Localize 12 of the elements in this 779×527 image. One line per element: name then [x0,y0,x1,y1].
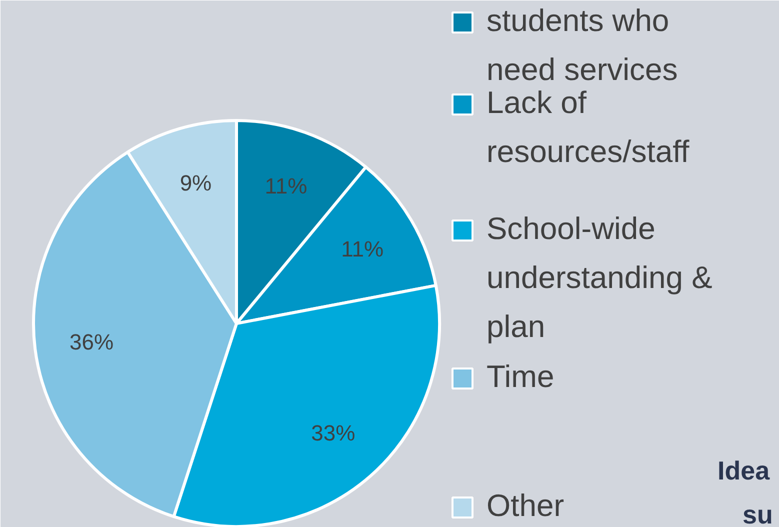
text: Idea [718,456,770,486]
legend-label: Time [486,359,554,394]
legend-label: Lack of resources/staff [486,85,690,169]
legend-label: students who need services [486,3,678,87]
data-label: 11% [341,236,384,262]
data-label: 36% [69,329,114,354]
legend-label: Other [486,488,564,523]
data-label: 33% [311,420,356,446]
text: su [742,500,773,527]
data-label: 9% [180,170,212,196]
legend-label: School-wide understanding & plan [486,211,713,344]
data-label: 11% [264,173,308,198]
